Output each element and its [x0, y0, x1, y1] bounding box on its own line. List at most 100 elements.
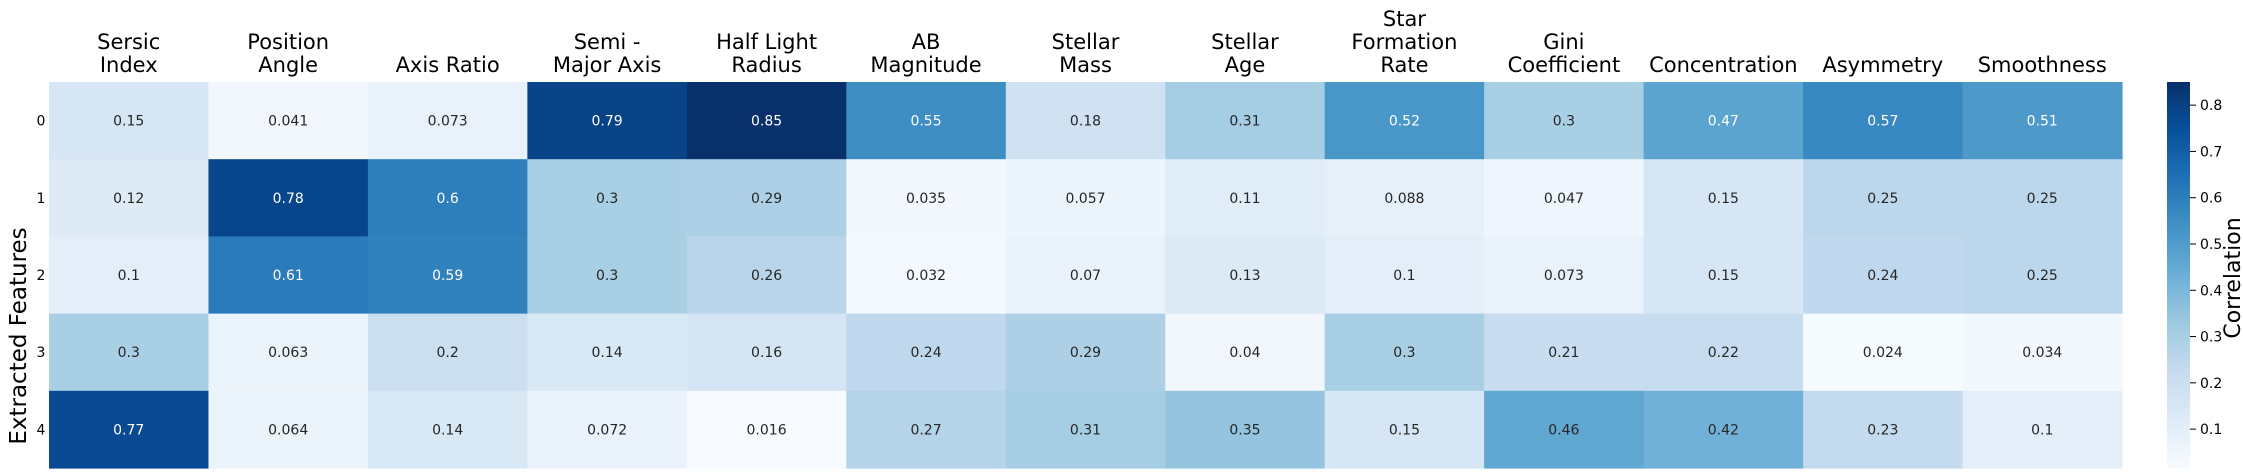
colorbar-tick-label: 0.3 [2200, 330, 2222, 346]
heatmap-cell [1643, 159, 1804, 237]
colorbar-tick-label: 0.5 [2200, 237, 2222, 253]
cell-value-label: 0.1 [1393, 268, 1415, 284]
cell-value-label: 0.46 [1548, 422, 1579, 438]
cell-value-label: 0.29 [1070, 345, 1101, 361]
cell-value-label: 0.041 [268, 114, 308, 130]
heatmap-cell-labels: 0.15 0.041 0.073 0.79 0.85 0.55 0.18 0.31 0.52 0.… [113, 114, 2062, 439]
cell-value-label: 0.51 [2027, 114, 2058, 130]
column-label: Smoothness [1978, 53, 2107, 77]
cell-value-label: 0.073 [1544, 268, 1584, 284]
row-tick-label: 4 [37, 422, 46, 438]
cell-value-label: 0.063 [268, 345, 308, 361]
heatmap-cell [1165, 236, 1326, 315]
cell-value-label: 0.47 [1708, 114, 1739, 130]
heatmap-cell [1324, 82, 1485, 160]
heatmap-cell [1484, 159, 1645, 237]
heatmap-cell [208, 236, 369, 315]
heatmap-cell [1484, 313, 1645, 392]
heatmap-cell [1484, 390, 1645, 469]
heatmap-cell [1165, 159, 1326, 237]
cell-value-label: 0.24 [1867, 268, 1898, 284]
colorbar-tick-label: 0.7 [2200, 144, 2222, 160]
colorbar-ticks: 0.1 0.2 0.3 0.4 0.5 0.6 0.7 0.8 [2190, 98, 2222, 438]
heatmap-cell [367, 82, 528, 160]
cell-value-label: 0.1 [2031, 422, 2053, 438]
heatmap-cell [208, 82, 369, 160]
column-label: AB Magnitude [870, 30, 981, 77]
y-axis-label: Extracted Features [6, 227, 32, 444]
cell-value-label: 0.21 [1548, 345, 1579, 361]
cell-value-label: 0.29 [751, 191, 782, 207]
heatmap-cell [208, 390, 369, 469]
heatmap-cell [527, 82, 688, 160]
cell-value-label: 0.11 [1229, 191, 1260, 207]
cell-value-label: 0.25 [2027, 268, 2058, 284]
cell-value-label: 0.15 [1389, 422, 1420, 438]
cell-value-label: 0.15 [1708, 191, 1739, 207]
heatmap-cell [208, 313, 369, 392]
colorbar-label: Correlation [2221, 217, 2243, 338]
heatmap-cell [1643, 236, 1804, 315]
row-tick-label: 1 [37, 191, 46, 207]
heatmap-cell [1165, 390, 1326, 469]
heatmap-cell [1005, 313, 1166, 392]
heatmap-cell [1005, 82, 1166, 160]
column-label: Gini Coefficient [1508, 30, 1621, 77]
heatmap-cell [686, 390, 847, 469]
cell-value-label: 0.25 [2027, 191, 2058, 207]
heatmap-cell [686, 159, 847, 237]
cell-value-label: 0.07 [1070, 268, 1101, 284]
column-label: Star Formation Rate [1351, 7, 1457, 77]
cell-value-label: 0.18 [1070, 114, 1101, 130]
cell-value-label: 0.035 [906, 191, 946, 207]
heatmap-cell [1005, 390, 1166, 469]
heatmap-cell [1803, 313, 1964, 392]
row-tick-label: 2 [37, 268, 46, 284]
cell-value-label: 0.35 [1229, 422, 1260, 438]
cell-value-label: 0.61 [273, 268, 304, 284]
colorbar-tick-label: 0.2 [2200, 376, 2222, 392]
heatmap-cell [1324, 159, 1485, 237]
heatmap-cell [846, 313, 1007, 392]
heatmap-cell [49, 313, 210, 392]
heatmap-cell [1324, 236, 1485, 315]
heatmap-cell [846, 236, 1007, 315]
heatmap-cell [367, 313, 528, 392]
heatmap-cell [1962, 82, 2123, 160]
cell-value-label: 0.77 [113, 422, 144, 438]
cell-value-label: 0.064 [268, 422, 308, 438]
column-label: Axis Ratio [396, 53, 500, 77]
cell-value-label: 0.034 [2022, 345, 2062, 361]
heatmap-cell [1324, 390, 1485, 469]
cell-value-label: 0.15 [113, 114, 144, 130]
heatmap-cell [1484, 236, 1645, 315]
cell-value-label: 0.088 [1384, 191, 1424, 207]
heatmap-cell [1165, 313, 1326, 392]
cell-value-label: 0.22 [1708, 345, 1739, 361]
heatmap-cell [49, 236, 210, 315]
colorbar-tick-label: 0.6 [2200, 191, 2222, 207]
heatmap-cell [686, 236, 847, 315]
cell-value-label: 0.057 [1065, 191, 1105, 207]
heatmap-cell [1803, 82, 1964, 160]
cell-value-label: 0.26 [751, 268, 782, 284]
cell-value-label: 0.24 [910, 345, 941, 361]
cell-value-label: 0.024 [1863, 345, 1903, 361]
heatmap-cell [686, 313, 847, 392]
column-label: Asymmetry [1822, 53, 1943, 77]
heatmap-cell [1643, 82, 1804, 160]
colorbar-tick-label: 0.1 [2200, 422, 2222, 438]
heatmap-cell [1643, 313, 1804, 392]
heatmap-cell [367, 159, 528, 237]
heatmap-cell [1803, 390, 1964, 469]
cell-value-label: 0.14 [592, 345, 623, 361]
cell-value-label: 0.073 [428, 114, 468, 130]
cell-value-label: 0.2 [437, 345, 459, 361]
column-label: Stellar Age [1211, 30, 1279, 77]
cell-value-label: 0.78 [273, 191, 304, 207]
row-labels: 0 1 2 3 4 [37, 114, 46, 439]
cell-value-label: 0.55 [910, 114, 941, 130]
cell-value-label: 0.072 [587, 422, 627, 438]
colorbar-tick-label: 0.8 [2200, 98, 2222, 114]
